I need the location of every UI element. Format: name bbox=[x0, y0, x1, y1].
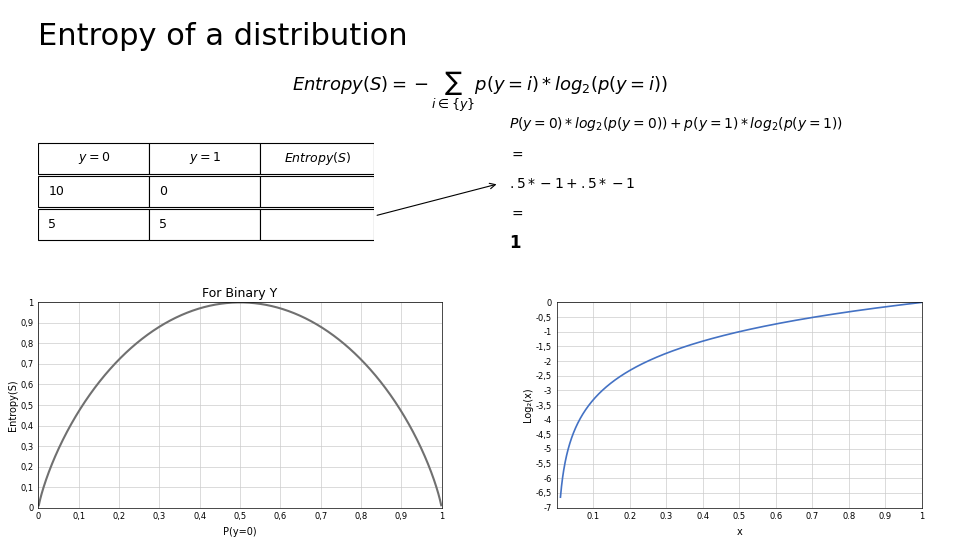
Text: $\it{y = 1}$: $\it{y = 1}$ bbox=[189, 150, 221, 166]
FancyBboxPatch shape bbox=[150, 210, 260, 240]
X-axis label: x: x bbox=[736, 527, 742, 537]
Text: $\it{Entropy(S)}$: $\it{Entropy(S)}$ bbox=[283, 150, 351, 167]
FancyBboxPatch shape bbox=[38, 176, 150, 207]
Text: $.5*-1 + .5*-1$: $.5*-1 + .5*-1$ bbox=[509, 177, 635, 191]
Text: $=$: $=$ bbox=[509, 147, 523, 161]
Text: $\it{Entropy(S) = -\sum_{i \in \{y\}} p(y=i) * log_2(p(y=i))}$: $\it{Entropy(S) = -\sum_{i \in \{y\}} p(… bbox=[292, 70, 668, 114]
Text: 5: 5 bbox=[48, 218, 57, 231]
Title: For Binary Y: For Binary Y bbox=[203, 287, 277, 300]
Text: $=$: $=$ bbox=[509, 206, 523, 220]
FancyBboxPatch shape bbox=[38, 210, 150, 240]
FancyBboxPatch shape bbox=[38, 143, 150, 174]
Text: 5: 5 bbox=[159, 218, 167, 231]
FancyBboxPatch shape bbox=[150, 143, 260, 174]
Text: 10: 10 bbox=[48, 185, 64, 198]
Text: 0: 0 bbox=[159, 185, 167, 198]
FancyBboxPatch shape bbox=[150, 176, 260, 207]
Text: $\it{y = 0}$: $\it{y = 0}$ bbox=[78, 150, 110, 166]
FancyBboxPatch shape bbox=[260, 176, 374, 207]
Y-axis label: Entropy(S): Entropy(S) bbox=[8, 379, 17, 431]
X-axis label: P(y=0): P(y=0) bbox=[223, 527, 257, 537]
FancyBboxPatch shape bbox=[260, 210, 374, 240]
Text: $P(y=0)*log_2(p(y=0)) + p(y=1)*log_2(p(y=1))$: $P(y=0)*log_2(p(y=0)) + p(y=1)*log_2(p(y… bbox=[509, 115, 843, 133]
FancyBboxPatch shape bbox=[260, 143, 374, 174]
Text: Entropy of a distribution: Entropy of a distribution bbox=[38, 22, 408, 51]
Text: $\mathbf{1}$: $\mathbf{1}$ bbox=[509, 234, 521, 252]
Y-axis label: Log₂(x): Log₂(x) bbox=[523, 388, 533, 422]
